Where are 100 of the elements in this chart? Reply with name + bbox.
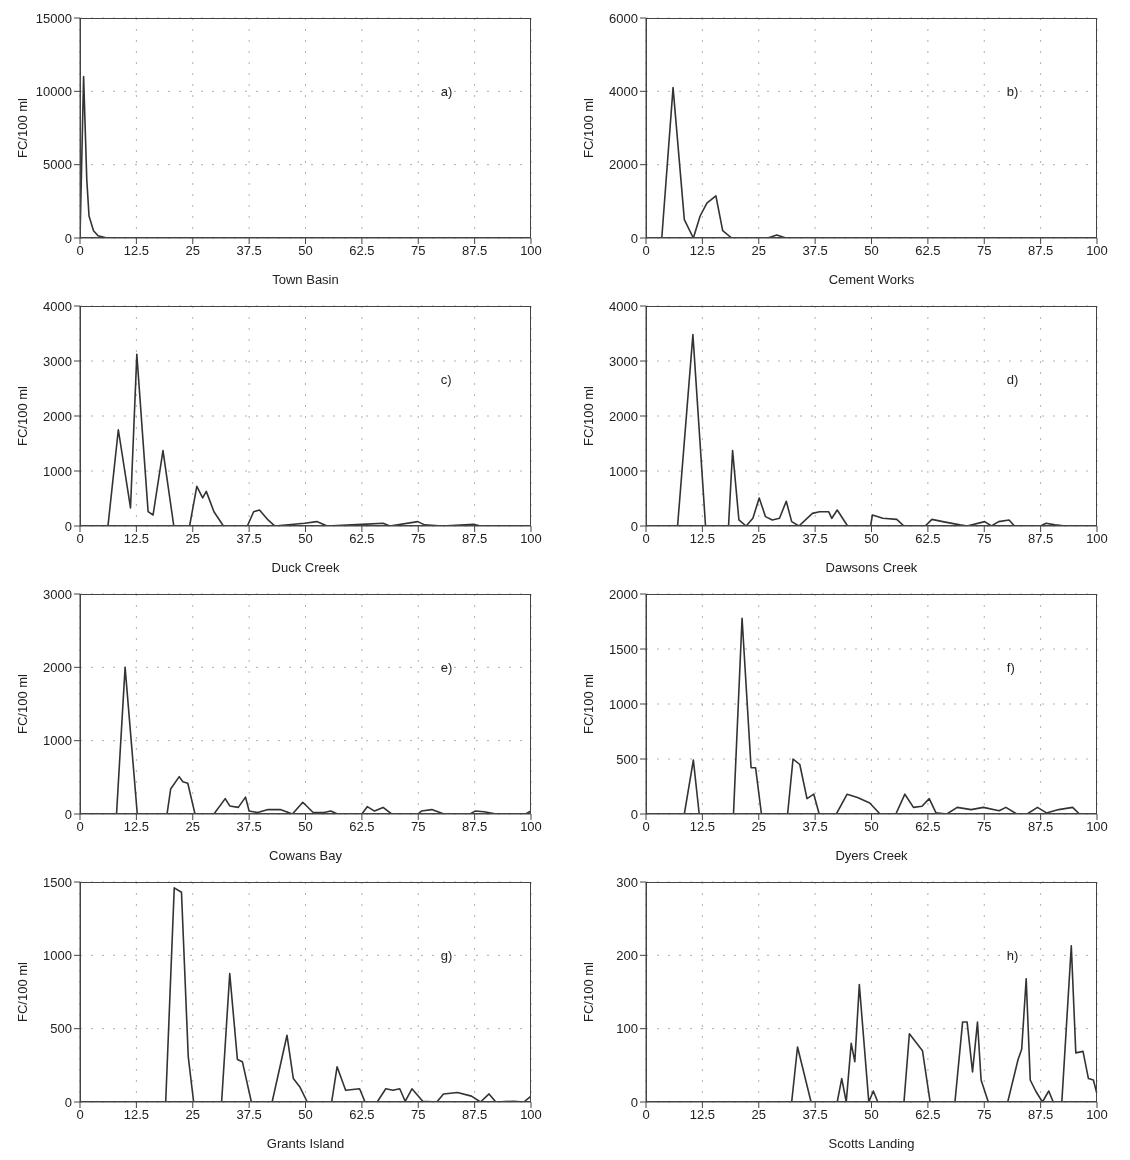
- x-tick-label: 75: [411, 531, 426, 547]
- x-tick-label: 87.5: [461, 819, 488, 835]
- y-tick-label: 4000: [609, 298, 638, 314]
- x-tick-label: 25: [185, 531, 200, 547]
- x-tick-label: 87.5: [461, 243, 488, 259]
- annotation: c): [440, 372, 452, 387]
- x-tick-label: 75: [977, 243, 992, 259]
- x-tick-label: 37.5: [236, 1107, 262, 1123]
- x-axis-title: Dawsons Creek: [825, 560, 918, 575]
- y-axis-title: FC/100 ml: [580, 673, 596, 734]
- x-tick-label: 50: [298, 531, 313, 547]
- x-tick-label: 62.5: [349, 1107, 375, 1123]
- x-tick-label: 62.5: [915, 1107, 941, 1123]
- y-tick-label: 200: [616, 947, 638, 963]
- x-tick-label: 0: [76, 1107, 84, 1123]
- x-tick-label: 75: [411, 1107, 426, 1123]
- annotation: h): [1006, 948, 1019, 963]
- x-tick-label: 50: [864, 243, 879, 259]
- x-tick-label: 12.5: [689, 1107, 716, 1123]
- x-tick-label: 87.5: [1027, 1107, 1054, 1123]
- y-tick-label: 3000: [43, 586, 72, 602]
- y-tick-label: 0: [630, 518, 638, 534]
- y-tick-label: 0: [64, 1094, 72, 1110]
- x-tick-label: 25: [185, 1107, 200, 1123]
- x-tick-label: 12.5: [689, 531, 716, 547]
- y-tick-label: 500: [616, 751, 638, 767]
- y-axis-title: FC/100 ml: [14, 97, 30, 158]
- x-tick-label: 25: [751, 243, 766, 259]
- x-tick-label: 37.5: [802, 243, 828, 259]
- x-tick-label: 12.5: [123, 243, 150, 259]
- x-tick-label: 100: [1086, 531, 1108, 547]
- x-axis-title: Duck Creek: [271, 560, 340, 575]
- y-tick-label: 10000: [35, 83, 72, 99]
- x-tick-label: 0: [642, 531, 650, 547]
- y-tick-label: 15000: [35, 10, 72, 26]
- x-tick-label: 0: [642, 243, 650, 259]
- y-axis-title: FC/100 ml: [580, 961, 596, 1022]
- annotation: e): [440, 660, 453, 675]
- y-tick-label: 0: [630, 230, 638, 246]
- y-tick-label: 1500: [43, 874, 72, 890]
- y-tick-label: 100: [616, 1021, 638, 1037]
- x-tick-label: 62.5: [349, 531, 375, 547]
- x-tick-label: 37.5: [236, 243, 262, 259]
- x-tick-label: 62.5: [915, 819, 941, 835]
- y-tick-label: 0: [64, 806, 72, 822]
- x-tick-label: 0: [76, 243, 84, 259]
- x-tick-label: 87.5: [1027, 243, 1054, 259]
- x-axis-title: Cement Works: [828, 272, 915, 287]
- line-series: [790, 945, 1097, 1102]
- x-tick-label: 50: [864, 1107, 879, 1123]
- x-tick-label: 75: [411, 819, 426, 835]
- y-tick-label: 1500: [609, 641, 638, 657]
- x-tick-label: 62.5: [349, 819, 375, 835]
- y-tick-label: 2000: [43, 659, 72, 675]
- x-tick-label: 0: [76, 819, 84, 835]
- annotation: f): [1006, 660, 1015, 675]
- x-tick-label: 62.5: [915, 531, 941, 547]
- x-tick-label: 87.5: [1027, 819, 1054, 835]
- x-tick-label: 37.5: [802, 531, 828, 547]
- x-tick-label: 0: [642, 819, 650, 835]
- y-tick-label: 5000: [43, 157, 72, 173]
- x-tick-label: 12.5: [123, 1107, 150, 1123]
- x-tick-label: 0: [76, 531, 84, 547]
- y-tick-label: 0: [64, 518, 72, 534]
- y-tick-label: 3000: [43, 353, 72, 369]
- x-tick-label: 12.5: [689, 243, 716, 259]
- x-tick-label: 12.5: [689, 819, 716, 835]
- x-tick-label: 100: [520, 243, 542, 259]
- x-tick-label: 12.5: [123, 819, 150, 835]
- x-tick-label: 25: [185, 243, 200, 259]
- y-tick-label: 0: [630, 1094, 638, 1110]
- x-tick-label: 37.5: [236, 531, 262, 547]
- x-tick-label: 25: [751, 819, 766, 835]
- y-tick-label: 2000: [609, 586, 638, 602]
- x-tick-label: 100: [1086, 243, 1108, 259]
- x-tick-label: 50: [298, 243, 313, 259]
- x-tick-label: 25: [185, 819, 200, 835]
- y-axis-title: FC/100 ml: [580, 97, 596, 158]
- y-tick-label: 4000: [43, 298, 72, 314]
- x-tick-label: 37.5: [802, 1107, 828, 1123]
- y-tick-label: 500: [50, 1021, 72, 1037]
- x-tick-label: 75: [977, 531, 992, 547]
- x-tick-label: 37.5: [802, 819, 828, 835]
- y-tick-label: 1000: [609, 463, 638, 479]
- x-tick-label: 50: [298, 1107, 313, 1123]
- y-axis-title: FC/100 ml: [14, 673, 30, 734]
- x-tick-label: 75: [411, 243, 426, 259]
- x-tick-label: 100: [520, 531, 542, 547]
- y-axis-title: FC/100 ml: [14, 385, 30, 446]
- y-tick-label: 2000: [609, 157, 638, 173]
- y-tick-label: 1000: [43, 463, 72, 479]
- x-tick-label: 25: [751, 531, 766, 547]
- x-tick-label: 87.5: [461, 531, 488, 547]
- x-axis-title: Grants Island: [266, 1136, 345, 1151]
- y-tick-label: 1000: [43, 947, 72, 963]
- x-tick-label: 62.5: [915, 243, 941, 259]
- y-tick-label: 3000: [609, 353, 638, 369]
- x-tick-label: 25: [751, 1107, 766, 1123]
- y-tick-label: 1000: [609, 696, 638, 712]
- x-tick-label: 100: [1086, 1107, 1108, 1123]
